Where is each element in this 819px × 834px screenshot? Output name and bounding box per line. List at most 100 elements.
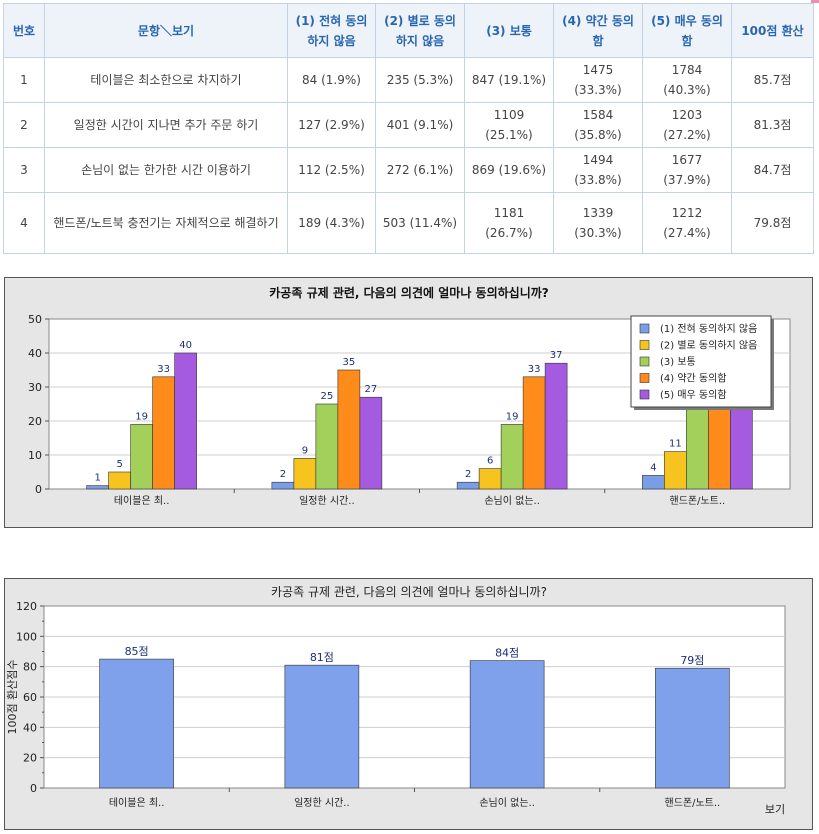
x-tick-label: 테이블은 최.. — [114, 495, 170, 507]
y-tick-label: 0 — [35, 483, 42, 496]
header-option-4: (4) 약간 동의함 — [553, 3, 643, 58]
cell-option-5: 1784 (40.3%) — [642, 57, 732, 103]
legend-swatch — [639, 340, 650, 350]
x-tick-label: 핸드폰/노트.. — [665, 797, 721, 809]
cell-option-3: 869 (19.6%) — [464, 147, 554, 193]
bar-value-label: 9 — [302, 445, 308, 456]
bar — [500, 424, 524, 490]
bar — [108, 471, 131, 490]
bar — [293, 458, 317, 490]
legend-label: (3) 보통 — [660, 356, 696, 368]
table-row: 3 손님이 없는 한가한 시간 이용하기 112 (2.5%) 272 (6.1… — [3, 147, 814, 193]
bar — [664, 451, 687, 490]
y-tick-label: 80 — [23, 661, 37, 674]
chart-legend: (1) 전혀 동의하지 않음 (2) 별로 동의하지 않음 (3) 보통 (4) 약간… — [630, 315, 774, 410]
y-tick-label: 20 — [28, 415, 42, 428]
bar — [284, 664, 360, 789]
corner-decoration — [811, 0, 819, 3]
bar — [655, 667, 730, 789]
x-axis-label: 보기 — [765, 803, 785, 816]
bar-value-label: 19 — [506, 411, 519, 422]
cell-option-2: 401 (9.1%) — [375, 102, 465, 148]
header-option-2: (2) 별로 동의하지 않음 — [375, 3, 465, 58]
chart-title: 카공족 규제 관련, 다음의 의견에 얼마나 동의하십니까? — [269, 285, 549, 300]
bar-value-label: 37 — [550, 350, 563, 361]
cell-option-2: 503 (11.4%) — [375, 192, 465, 254]
cell-option-4: 1584 (35.8%) — [553, 102, 643, 148]
bar — [271, 481, 295, 490]
y-tick-label: 40 — [28, 347, 42, 360]
bar-value-label: 25 — [321, 391, 334, 402]
cell-option-1: 189 (4.3%) — [287, 192, 376, 254]
cell-option-5: 1212 (27.4%) — [642, 192, 732, 254]
y-tick-label: 0 — [30, 782, 37, 795]
bar-value-label: 19 — [135, 411, 148, 422]
legend-label: (5) 매우 동의함 — [660, 389, 727, 401]
bar-value-label: 40 — [179, 340, 192, 351]
header-number: 번호 — [3, 3, 45, 58]
survey-results-table: 번호 문항＼보기 (1) 전혀 동의하지 않음 (2) 별로 동의하지 않음 (… — [3, 3, 814, 254]
bar-value-label: 1 — [94, 473, 100, 484]
cell-score: 81.3점 — [731, 102, 814, 148]
cell-score: 85.7점 — [731, 57, 814, 103]
bar-value-label: 84점 — [495, 647, 519, 660]
cell-option-5: 1203 (27.2%) — [642, 102, 732, 148]
cell-question: 손님이 없는 한가한 시간 이용하기 — [44, 147, 288, 193]
legend-label: (4) 약간 동의함 — [660, 373, 727, 385]
table-row: 4 핸드폰/노트북 충전기는 자체적으로 해결하기 189 (4.3%) 503… — [3, 192, 814, 254]
header-option-5: (5) 매우 동의함 — [642, 3, 732, 58]
bar-value-label: 81점 — [310, 651, 334, 664]
table-header-row: 번호 문항＼보기 (1) 전혀 동의하지 않음 (2) 별로 동의하지 않음 (… — [3, 3, 814, 58]
bar — [469, 660, 545, 789]
score-bar-chart-panel: 카공족 규제 관련, 다음의 의견에 얼마나 동의하십니까? 0 20 40 60 80 1… — [4, 578, 813, 830]
cell-option-4: 1339 (30.3%) — [553, 192, 643, 254]
bar — [359, 396, 383, 490]
bar — [456, 481, 480, 490]
cell-option-4: 1494 (33.8%) — [553, 147, 643, 193]
bar — [337, 369, 361, 490]
header-question: 문항＼보기 — [44, 3, 288, 58]
bar — [522, 376, 546, 490]
bar — [544, 362, 568, 490]
y-tick-label: 30 — [28, 381, 42, 394]
y-tick-label: 20 — [23, 752, 37, 765]
cell-option-5: 1677 (37.9%) — [642, 147, 732, 193]
cell-score: 79.8점 — [731, 192, 814, 254]
table-row: 2 일정한 시간이 지나면 추가 주문 하기 127 (2.9%) 401 (9… — [3, 102, 814, 148]
bar-value-label: 79점 — [680, 654, 704, 667]
bar — [86, 485, 109, 490]
bar-value-label: 4 — [650, 462, 656, 473]
legend-label: (1) 전혀 동의하지 않음 — [660, 322, 757, 335]
bar — [478, 468, 502, 490]
bar-value-label: 35 — [343, 357, 356, 368]
bar-value-label: 2 — [465, 469, 471, 480]
cell-question: 테이블은 최소한으로 차지하기 — [44, 57, 288, 103]
cell-number: 1 — [3, 57, 45, 103]
bar-value-label: 85점 — [125, 645, 149, 658]
bar — [686, 400, 709, 490]
x-tick-label: 손님이 없는.. — [484, 494, 540, 507]
header-score: 100점 환산 — [731, 3, 814, 58]
cell-option-4: 1475 (33.3%) — [553, 57, 643, 103]
bar-value-label: 6 — [487, 456, 493, 467]
x-tick-label: 핸드폰/노트.. — [670, 495, 726, 507]
legend-swatch — [639, 373, 650, 383]
bar — [99, 658, 174, 789]
cell-option-2: 272 (6.1%) — [375, 147, 465, 193]
bar — [130, 424, 153, 490]
cell-number: 4 — [3, 192, 45, 254]
cell-option-3: 1109 (25.1%) — [464, 102, 554, 148]
bar-value-label: 33 — [528, 364, 541, 375]
header-option-1: (1) 전혀 동의하지 않음 — [287, 3, 376, 58]
legend-label: (2) 별로 동의하지 않음 — [660, 339, 757, 352]
legend-swatch — [639, 323, 650, 334]
cell-option-3: 847 (19.1%) — [464, 57, 554, 103]
legend-box — [630, 315, 772, 408]
y-tick-label: 60 — [23, 691, 37, 704]
grouped-bar-chart-panel: 카공족 규제 관련, 다음의 의견에 얼마나 동의하십니까? 0 10 20 30 40 5… — [4, 277, 813, 528]
bar — [642, 475, 665, 490]
bar — [730, 396, 753, 490]
x-tick-label: 테이블은 최.. — [109, 797, 165, 809]
y-axis-label: 100점 환산점수 — [6, 659, 19, 734]
legend-swatch — [639, 389, 650, 400]
